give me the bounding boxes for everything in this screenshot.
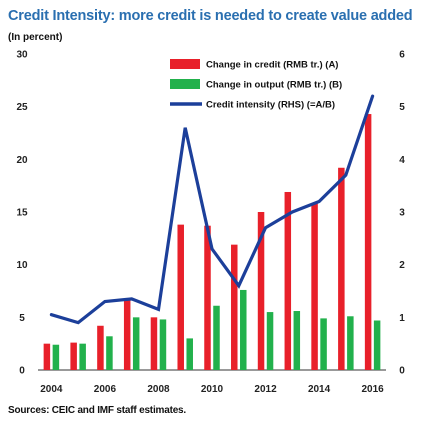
y-left-tick-label: 5 [19,313,25,324]
output-change-bar [213,305,220,370]
y-right-tick-label: 1 [399,313,405,324]
output-change-bar [373,320,381,370]
credit-intensity-line [49,94,375,325]
y-right-tick-label: 0 [399,366,405,377]
y-left-tick-label: 20 [16,155,28,166]
credit-change-bar [231,244,238,370]
output-change-bar [186,338,193,370]
y-left-tick-label: 10 [16,260,28,271]
source-note: Sources: CEIC and IMF staff estimates. [8,405,187,416]
output-change-bar [106,336,113,370]
x-tick-label: 2012 [254,384,277,395]
credit-change-bar [311,203,318,370]
y-right-tick-label: 2 [399,260,405,271]
credit-change-bar [70,342,77,370]
y-left-tick-label: 30 [16,50,28,61]
output-change-bar [159,319,167,370]
credit-change-bar [177,224,184,370]
x-tick-label: 2004 [40,384,63,395]
output-change-bar [266,312,274,370]
credit-change-bar [123,298,131,370]
x-tick-label: 2016 [361,384,384,395]
output-change-bar [293,311,301,370]
legend-swatch-output [170,79,200,89]
output-change-bar [320,318,327,370]
x-tick-label: 2006 [94,384,117,395]
credit-change-bar [43,343,51,370]
credit-change-bar [364,114,372,370]
output-change-bar [132,317,140,370]
x-tick-label: 2008 [147,384,170,395]
y-left-tick-label: 25 [16,102,28,113]
y-left-tick-label: 0 [19,366,25,377]
credit-change-bar [257,212,265,370]
y-right-tick-label: 6 [399,50,405,61]
credit-change-bar [284,191,292,370]
legend-swatch-credit [170,59,200,69]
chart-subtitle: (In percent) [8,32,63,43]
output-change-bar [52,344,60,370]
credit-change-bar [338,167,345,370]
x-tick-label: 2014 [308,384,331,395]
output-change-bar [240,289,247,370]
credit-change-bar [150,317,158,370]
legend-label: Change in credit (RMB tr.) (A) [206,60,338,71]
x-tick-label: 2010 [201,384,224,395]
output-change-bar [347,316,354,370]
credit-change-bar [204,225,211,370]
y-left-tick-label: 15 [16,208,28,219]
legend-label: Credit intensity (RHS) (=A/B) [206,100,335,111]
y-right-tick-label: 3 [399,208,405,219]
y-right-tick-label: 4 [399,155,405,166]
chart-title: Credit Intensity: more credit is needed … [8,8,413,24]
output-change-bar [79,343,86,370]
credit-change-bar [97,325,104,370]
legend-label: Change in output (RMB tr.) (B) [206,80,342,91]
y-right-tick-label: 5 [399,102,405,113]
